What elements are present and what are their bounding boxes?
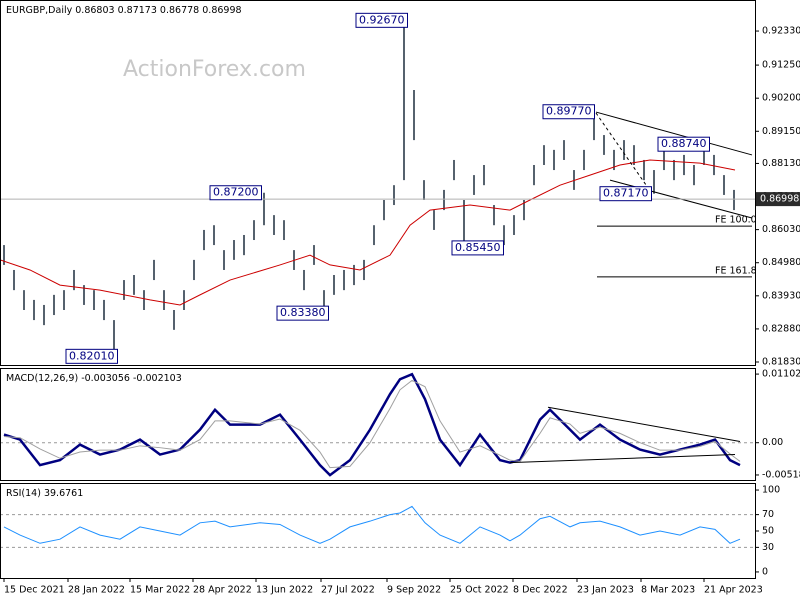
- indicator-line: [3, 505, 741, 544]
- panel-border: [0, 483, 756, 579]
- readout-value: -0.002103: [133, 373, 182, 384]
- panel: [0, 505, 755, 548]
- x-tick-label: 27 Jul 2022: [321, 585, 375, 596]
- quote-value: 0.86998: [202, 5, 241, 16]
- y-tick-label: 100: [762, 485, 780, 496]
- annotation-label: 0.89770: [546, 105, 592, 118]
- x-tick-label: 21 Apr 2023: [704, 585, 763, 596]
- panel-border: [0, 368, 756, 481]
- y-tick-label: 0.83930: [762, 290, 800, 301]
- x-tick-label: 13 Jun 2022: [256, 585, 313, 596]
- panel-title: RSI(14) 39.6761: [6, 488, 83, 499]
- last-price-box: [756, 192, 800, 207]
- panel-title-text: RSI(14): [6, 488, 41, 499]
- y-tick-label: 0: [762, 566, 768, 577]
- watermark: ActionForex.com: [123, 57, 306, 82]
- y-tick-label: -0.005182: [762, 469, 800, 480]
- level-label: FE 100.0: [715, 215, 757, 226]
- trendline: [547, 406, 741, 442]
- annotation-box: [355, 12, 408, 28]
- y-tick-label: 0.86030: [762, 224, 800, 235]
- y-tick-label: 0.00: [762, 437, 783, 448]
- annotation-box: [599, 186, 652, 202]
- moving-average: [0, 159, 736, 306]
- annotation-box: [209, 185, 262, 201]
- annotation-box: [542, 104, 595, 120]
- y-tick-label: 0.81830: [762, 357, 800, 368]
- annotation-label: 0.83380: [280, 306, 326, 319]
- readout-value: 39.6761: [44, 488, 83, 499]
- annotation-box: [451, 240, 504, 256]
- x-tick-label: 23 Jan 2023: [577, 585, 634, 596]
- y-tick-label: 0.84980: [762, 257, 800, 268]
- x-tick-label: 25 Oct 2022: [450, 585, 509, 596]
- x-tick-label: 15 Dec 2021: [4, 585, 65, 596]
- quote-value: 0.86778: [160, 5, 199, 16]
- indicator-line: [3, 379, 741, 469]
- trendline: [509, 454, 736, 464]
- y-tick-label: 30: [762, 542, 774, 553]
- y-tick-label: 0.91250: [762, 60, 800, 71]
- annotation-label: 0.87170: [603, 187, 649, 200]
- panel-border: [0, 0, 756, 366]
- last-price-label: 0.86998: [760, 194, 799, 205]
- panel-title: MACD(12,26,9) -0.003056 -0.002103: [6, 373, 182, 384]
- trendline: [595, 111, 753, 156]
- panel: ActionForex.com FE 100.0 FE 161.8 0.92670 0.…: [0, 12, 757, 364]
- trendline: [595, 112, 652, 193]
- x-tick-label: 28 Apr 2022: [193, 585, 252, 596]
- y-tick-label: 0.011023: [762, 369, 800, 380]
- y-tick-label: 0.89150: [762, 126, 800, 137]
- x-tick-label: 8 Dec 2022: [513, 585, 568, 596]
- annotation-label: 0.88740: [661, 137, 707, 150]
- indicator-line: [3, 372, 741, 477]
- annotation-box: [657, 136, 710, 152]
- annotation-label: 0.87200: [213, 186, 259, 199]
- quote-value: 0.87173: [118, 5, 157, 16]
- y-tick-label: 50: [762, 525, 774, 536]
- y-tick-label: 0.82880: [762, 323, 800, 334]
- x-tick-label: 9 Sep 2022: [387, 585, 441, 596]
- y-tick-label: 0.90200: [762, 93, 800, 104]
- panel-title-text: MACD(12,26,9): [6, 373, 78, 384]
- y-tick-label: 70: [762, 509, 774, 520]
- annotation-label: 0.82010: [69, 349, 115, 362]
- annotation-box: [276, 305, 329, 321]
- level-label: FE 161.8: [715, 265, 757, 276]
- annotation-label: 0.85450: [455, 241, 501, 254]
- x-tick-label: 15 Mar 2022: [130, 585, 190, 596]
- panel: [0, 372, 755, 477]
- panel-title-text: EURGBP,Daily: [6, 5, 73, 16]
- readout-value: -0.003056: [81, 373, 130, 384]
- x-tick-label: 8 Mar 2023: [641, 585, 695, 596]
- x-tick-label: 28 Jan 2022: [68, 585, 125, 596]
- annotation-box: [65, 348, 118, 364]
- panel-title: EURGBP,Daily 0.86803 0.87173 0.86778 0.8…: [6, 5, 242, 16]
- annotation-label: 0.92670: [359, 13, 405, 26]
- y-tick-label: 0.92330: [762, 26, 800, 37]
- y-tick-label: 0.88130: [762, 158, 800, 169]
- quote-value: 0.86803: [75, 5, 114, 16]
